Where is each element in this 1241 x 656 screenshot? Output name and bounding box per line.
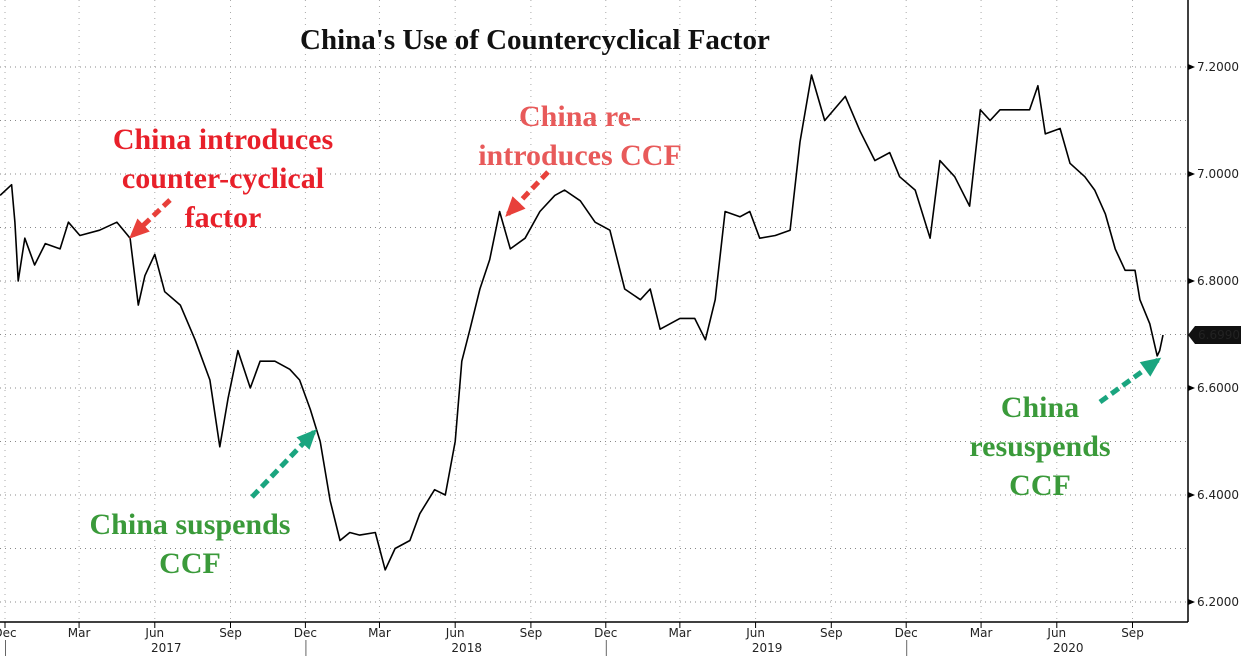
last-value-badge bbox=[1188, 326, 1241, 345]
arrow-reintroduces-head bbox=[505, 196, 526, 217]
y-tick-label: 6.8000 bbox=[1197, 274, 1239, 288]
x-tick-label: Dec bbox=[0, 626, 17, 640]
x-tick-label: Dec bbox=[895, 626, 918, 640]
y-tick-mark bbox=[1188, 599, 1195, 605]
x-tick-label: Sep bbox=[520, 626, 543, 640]
y-tick-mark bbox=[1188, 492, 1195, 498]
y-tick-mark bbox=[1188, 171, 1195, 177]
x-tick-label: Mar bbox=[970, 626, 993, 640]
x-year-label: 2020 bbox=[1053, 641, 1084, 655]
arrow-suspends-head bbox=[296, 429, 317, 450]
x-tick-label: Jun bbox=[144, 626, 164, 640]
series-line bbox=[0, 74, 1164, 571]
x-tick-label: Dec bbox=[294, 626, 317, 640]
x-tick-label: Sep bbox=[820, 626, 843, 640]
annotation-reintroduces: China re- introduces CCF bbox=[478, 100, 682, 172]
x-tick-label: Dec bbox=[594, 626, 617, 640]
x-year-label: 2018 bbox=[451, 641, 482, 655]
y-tick-label: 6.6000 bbox=[1197, 381, 1239, 395]
x-tick-label: Sep bbox=[1121, 626, 1144, 640]
x-tick-label: Jun bbox=[1046, 626, 1066, 640]
arrow-introduces-head bbox=[129, 218, 150, 239]
x-year-label: 2019 bbox=[752, 641, 783, 655]
x-year-label: 2017 bbox=[151, 641, 182, 655]
annotation-introduces: China introduces counter-cyclical factor bbox=[112, 123, 334, 234]
x-tick-label: Jun bbox=[745, 626, 765, 640]
y-tick-label: 6.4000 bbox=[1197, 488, 1239, 502]
y-tick-label: 7.2000 bbox=[1197, 60, 1239, 74]
y-tick-label: 6.2000 bbox=[1197, 595, 1239, 609]
y-tick-mark bbox=[1188, 64, 1195, 70]
x-tick-label: Mar bbox=[368, 626, 391, 640]
x-tick-label: Jun bbox=[445, 626, 465, 640]
x-tick-label: Sep bbox=[219, 626, 242, 640]
x-tick-label: Mar bbox=[68, 626, 91, 640]
y-tick-mark bbox=[1188, 385, 1195, 391]
y-tick-label: 7.0000 bbox=[1197, 167, 1239, 181]
last-value-label: 6.6990 bbox=[1198, 328, 1240, 342]
x-tick-label: Mar bbox=[669, 626, 692, 640]
y-tick-mark bbox=[1188, 278, 1195, 284]
arrow-resuspends-head bbox=[1139, 357, 1162, 377]
chart-title: China's Use of Countercyclical Factor bbox=[300, 24, 770, 56]
annotation-suspends: China suspends CCF bbox=[89, 508, 291, 580]
annotation-resuspends: China resuspends CCF bbox=[969, 391, 1111, 502]
